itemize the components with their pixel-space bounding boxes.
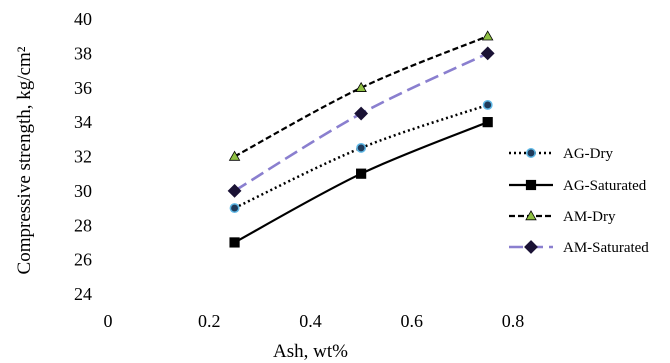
data-point-marker — [355, 81, 367, 92]
legend-item: AM-Saturated — [509, 240, 649, 256]
data-point-marker — [228, 150, 241, 161]
x-tick-label: 0.4 — [299, 311, 322, 331]
legend-label: AG-Dry — [563, 146, 613, 162]
series-line — [234, 35, 489, 158]
legend-item: AM-Dry — [509, 209, 616, 225]
legend-label: AM-Dry — [563, 209, 616, 225]
y-tick-label: 24 — [74, 284, 92, 304]
y-tick-label: 28 — [74, 215, 92, 235]
legend-label: AG-Saturated — [563, 178, 647, 194]
legend-marker — [526, 148, 536, 158]
series-am-saturated — [227, 46, 495, 198]
x-tick-label: 0.6 — [401, 311, 424, 331]
data-point-marker — [229, 203, 240, 214]
y-tick-label: 30 — [74, 181, 92, 201]
data-point-marker — [356, 168, 367, 179]
y-tick-label: 40 — [74, 9, 92, 29]
x-tick-label: 0.2 — [198, 311, 221, 331]
x-tick-label: 0.8 — [502, 311, 525, 331]
legend-marker — [525, 210, 537, 221]
legend-item: AG-Dry — [509, 146, 613, 162]
legend-label: AM-Saturated — [563, 240, 649, 256]
data-point-marker — [229, 237, 240, 248]
data-point-marker — [482, 99, 493, 110]
legend-marker — [524, 240, 538, 254]
y-axis-title: Compressive strength, kg/cm² — [14, 46, 35, 274]
data-point-marker — [482, 117, 493, 128]
y-tick-label: 26 — [74, 250, 92, 270]
y-tick-label: 32 — [74, 147, 92, 167]
data-point-marker — [354, 106, 369, 121]
series-ag-dry — [229, 99, 493, 214]
x-tick-labels: 0 0.2 0.4 0.6 0.8 — [104, 311, 525, 331]
y-tick-label: 34 — [74, 112, 92, 132]
series-am-dry — [228, 30, 494, 161]
legend-marker — [525, 179, 537, 191]
x-axis-title: Ash, wt% — [273, 341, 348, 362]
series-layer — [227, 30, 495, 248]
legend-item: AG-Saturated — [509, 178, 647, 194]
x-tick-label: 0 — [104, 311, 113, 331]
y-tick-labels: 24 26 28 30 32 34 36 38 40 — [74, 9, 92, 304]
y-tick-label: 38 — [74, 43, 92, 63]
series-ag-saturated — [229, 117, 493, 248]
series-line — [234, 121, 489, 244]
data-point-marker — [480, 46, 495, 61]
legend: AG-Dry AG-Saturated AM-Dry AM-Saturated — [509, 146, 649, 256]
data-point-marker — [227, 183, 242, 198]
data-point-marker — [481, 30, 494, 41]
data-point-marker — [356, 142, 367, 153]
y-tick-label: 36 — [74, 78, 92, 98]
